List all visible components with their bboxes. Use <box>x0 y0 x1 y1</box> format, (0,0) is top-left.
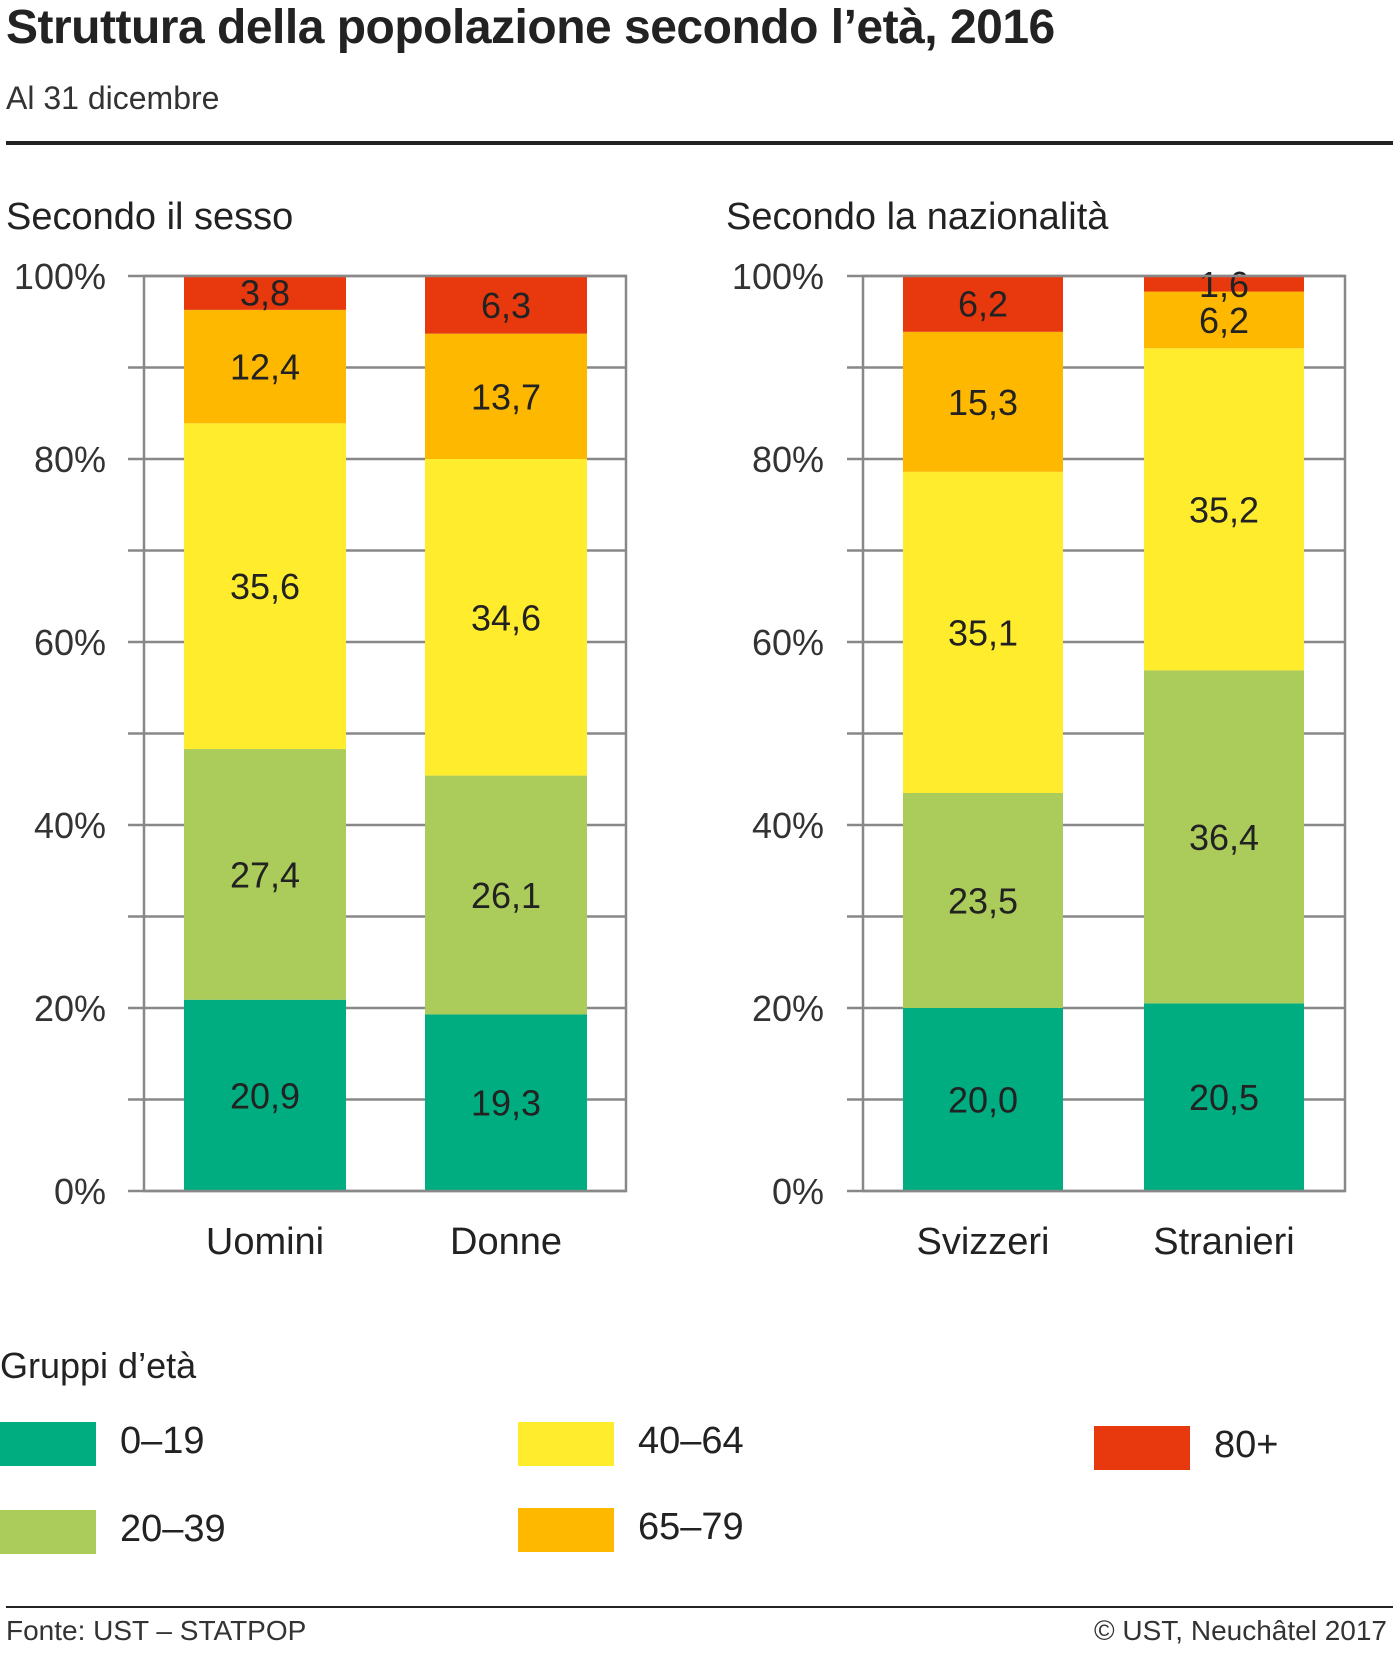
page-subtitle: Al 31 dicembre <box>6 80 220 116</box>
bar-segment <box>425 1014 587 1191</box>
y-tick-label: 20% <box>752 988 824 1029</box>
bar-data-label: 6,3 <box>481 285 531 326</box>
footer-source: Fonte: UST – STATPOP <box>6 1615 307 1646</box>
bar-data-label: 6,2 <box>1199 300 1249 341</box>
bar-data-label: 23,5 <box>948 880 1018 921</box>
y-tick-label: 80% <box>752 439 824 480</box>
bar-segment <box>1144 276 1304 292</box>
x-category-label: Donne <box>450 1221 562 1263</box>
y-tick-label: 40% <box>34 805 106 846</box>
y-tick-label: 20% <box>34 988 106 1029</box>
bar-data-label: 35,1 <box>948 612 1018 653</box>
chart-title: Secondo il sesso <box>6 196 293 238</box>
bar-segment <box>903 1008 1063 1191</box>
bar-segment <box>184 749 346 1000</box>
bar-segment <box>184 309 346 424</box>
bar-segment <box>1144 348 1304 671</box>
bar-data-label: 35,2 <box>1189 489 1259 530</box>
bar-segment <box>425 333 587 459</box>
bar-data-label: 27,4 <box>230 854 300 895</box>
bar-data-label: 36,4 <box>1189 817 1259 858</box>
chart-title: Secondo la nazionalità <box>726 196 1109 238</box>
bar-data-label: 26,1 <box>471 875 541 916</box>
bar-segment <box>903 471 1063 793</box>
y-tick-label: 100% <box>14 256 106 297</box>
y-tick-label: 0% <box>772 1171 824 1212</box>
x-category-label: Stranieri <box>1153 1221 1295 1263</box>
bar-data-label: 3,8 <box>240 272 290 313</box>
legend-label: 40–64 <box>638 1420 744 1462</box>
y-tick-label: 60% <box>752 622 824 663</box>
bar-data-label: 6,2 <box>958 283 1008 324</box>
legend-label: 80+ <box>1214 1424 1279 1466</box>
footer-rule <box>6 1606 1393 1608</box>
y-tick-label: 40% <box>752 805 824 846</box>
legend-label: 65–79 <box>638 1506 744 1548</box>
bar-data-label: 19,3 <box>471 1083 541 1124</box>
legend-label: 20–39 <box>120 1508 226 1550</box>
bar-segment <box>903 275 1063 332</box>
y-tick-label: 0% <box>54 1171 106 1212</box>
bar-segment <box>425 775 587 1015</box>
x-category-label: Svizzeri <box>916 1221 1049 1263</box>
legend-swatch <box>0 1422 96 1466</box>
legend-title: Gruppi d’età <box>0 1345 197 1386</box>
header-rule <box>6 141 1393 145</box>
bar-segment <box>903 331 1063 472</box>
bar-data-label: 1,6 <box>1199 264 1249 305</box>
bar-data-label: 20,0 <box>948 1080 1018 1121</box>
y-tick-label: 60% <box>34 622 106 663</box>
bar-data-label: 34,6 <box>471 597 541 638</box>
footer-copyright: © UST, Neuchâtel 2017 <box>1093 1615 1387 1646</box>
bar-segment <box>184 423 346 750</box>
bar-segment <box>1144 670 1304 1004</box>
legend-swatch <box>518 1508 614 1552</box>
bar-segment <box>425 276 587 334</box>
plot-frame <box>142 274 628 1193</box>
bar-data-label: 15,3 <box>948 382 1018 423</box>
bar-data-label: 35,6 <box>230 566 300 607</box>
bar-segment <box>1144 1003 1304 1191</box>
page-title: Struttura della popolazione secondo l’et… <box>6 1 1055 54</box>
bar-segment <box>425 459 587 776</box>
bar-data-label: 20,9 <box>230 1075 300 1116</box>
y-tick-label: 80% <box>34 439 106 480</box>
y-tick-label: 100% <box>732 256 824 297</box>
legend-label: 0–19 <box>120 1420 205 1462</box>
bar-segment <box>1144 291 1304 349</box>
bar-segment <box>903 792 1063 1008</box>
plot-frame <box>861 274 1347 1193</box>
x-category-label: Uomini <box>206 1221 324 1263</box>
bar-segment <box>184 999 346 1191</box>
legend-swatch <box>0 1510 96 1554</box>
bar-data-label: 12,4 <box>230 347 300 388</box>
legend-swatch <box>1094 1426 1190 1470</box>
legend-swatch <box>518 1422 614 1466</box>
bar-segment <box>184 275 346 310</box>
bar-data-label: 20,5 <box>1189 1077 1259 1118</box>
bar-data-label: 13,7 <box>471 376 541 417</box>
